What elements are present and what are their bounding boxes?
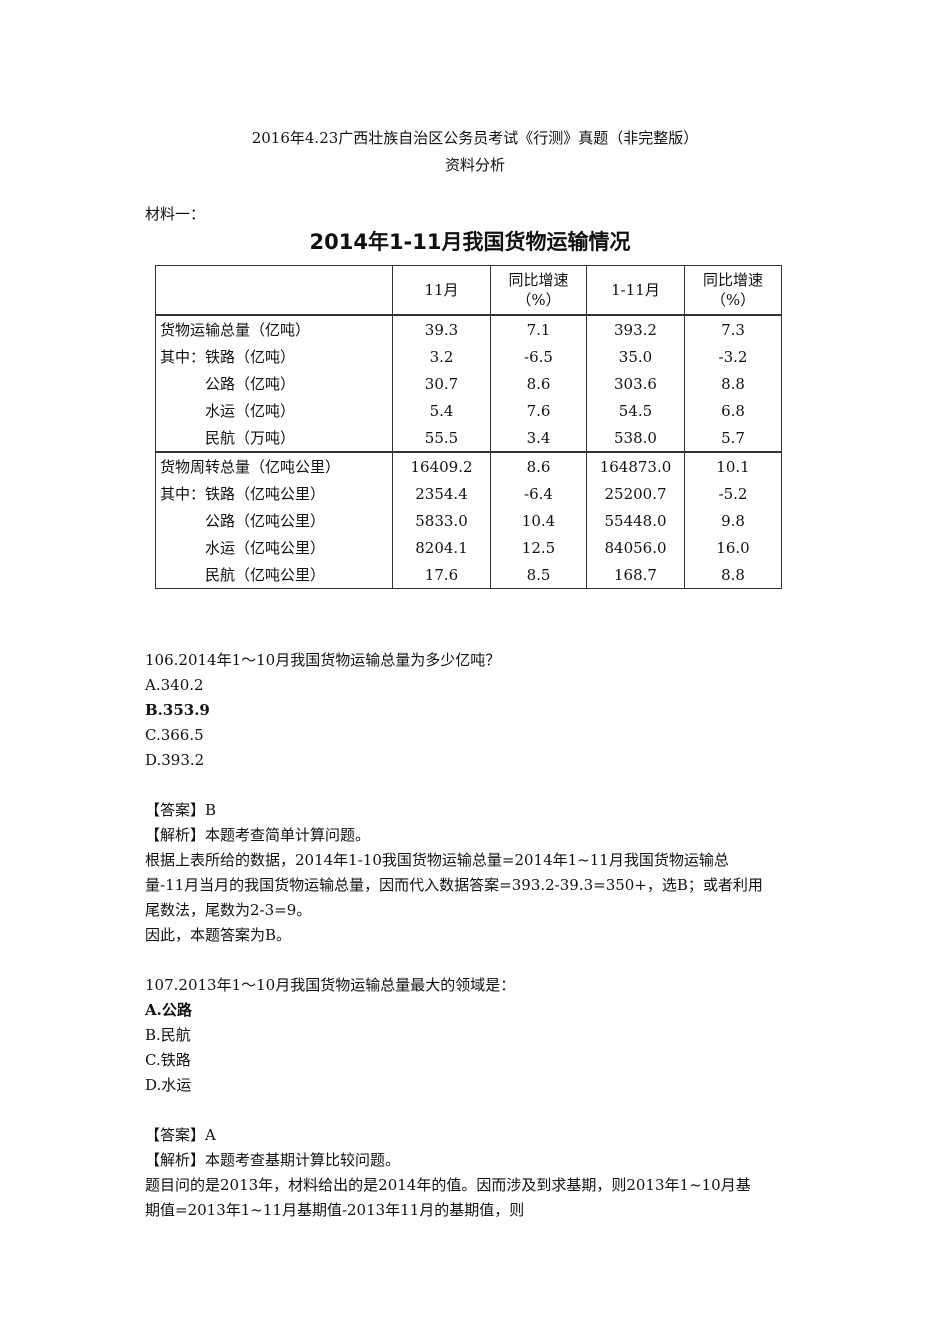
value-cell: 7.1 bbox=[490, 314, 587, 343]
table-row: 公路（亿吨） 30.7 8.6 303.6 8.8 bbox=[155, 370, 782, 397]
value-cell: 35.0 bbox=[586, 343, 685, 370]
analysis-line: 尾数法，尾数为2-3=9。 bbox=[145, 901, 312, 919]
header-cell: 同比增速（%） bbox=[490, 265, 587, 316]
value-cell: 10.4 bbox=[490, 507, 587, 534]
row-label: 水运（亿吨公里） bbox=[155, 534, 393, 561]
value-cell: 5.4 bbox=[392, 397, 491, 424]
value-cell: 9.8 bbox=[684, 507, 782, 534]
value-cell: 5.7 bbox=[684, 424, 782, 453]
value-cell: -6.4 bbox=[490, 480, 587, 507]
table-row: 货物运输总量（亿吨） 39.3 7.1 393.2 7.3 bbox=[155, 314, 782, 343]
value-cell: 84056.0 bbox=[586, 534, 685, 561]
value-cell: 55.5 bbox=[392, 424, 491, 453]
value-cell: -6.5 bbox=[490, 343, 587, 370]
row-label: 公路（亿吨） bbox=[155, 370, 393, 397]
analysis-line: 【解析】本题考查基期计算比较问题。 bbox=[145, 1151, 401, 1169]
analysis-line: 量-11月当月的我国货物运输总量，因而代入数据答案=393.2-39.3=350… bbox=[145, 876, 763, 894]
header-cell: 1-11月 bbox=[586, 265, 685, 316]
analysis-line: 【解析】本题考查简单计算问题。 bbox=[145, 826, 371, 844]
answer-option: D.393.2 bbox=[145, 751, 205, 769]
table-header-row: 11月 同比增速（%） 1-11月 同比增速（%） bbox=[155, 265, 782, 316]
table-row: 水运（亿吨） 5.4 7.6 54.5 6.8 bbox=[155, 397, 782, 424]
value-cell: 303.6 bbox=[586, 370, 685, 397]
value-cell: 39.3 bbox=[392, 314, 491, 343]
value-cell: -3.2 bbox=[684, 343, 782, 370]
answer-key: 【答案】A bbox=[145, 1126, 216, 1144]
table-row: 民航（万吨） 55.5 3.4 538.0 5.7 bbox=[155, 424, 782, 453]
table-row: 货物周转总量（亿吨公里） 16409.2 8.6 164873.0 10.1 bbox=[155, 451, 782, 480]
table-row: 其中：铁路（亿吨） 3.2 -6.5 35.0 -3.2 bbox=[155, 343, 782, 370]
analysis-line: 题目问的是2013年，材料给出的是2014年的值。因而涉及到求基期，则2013年… bbox=[145, 1176, 751, 1194]
value-cell: 30.7 bbox=[392, 370, 491, 397]
value-cell: 7.3 bbox=[684, 314, 782, 343]
row-label: 民航（亿吨公里） bbox=[155, 561, 393, 589]
table-row: 公路（亿吨公里） 5833.0 10.4 55448.0 9.8 bbox=[155, 507, 782, 534]
table-title: 2014年1-11月我国货物运输情况 bbox=[309, 230, 631, 254]
value-cell: 12.5 bbox=[490, 534, 587, 561]
answer-option: A.340.2 bbox=[145, 676, 204, 694]
value-cell: 10.1 bbox=[684, 451, 782, 480]
row-label: 货物周转总量（亿吨公里） bbox=[155, 451, 393, 480]
answer-option: B.353.9 bbox=[145, 701, 210, 719]
value-cell: 8.6 bbox=[490, 451, 587, 480]
value-cell: 168.7 bbox=[586, 561, 685, 589]
value-cell: 55448.0 bbox=[586, 507, 685, 534]
row-label: 其中：铁路（亿吨公里） bbox=[155, 480, 393, 507]
row-label: 水运（亿吨） bbox=[155, 397, 393, 424]
row-label: 民航（万吨） bbox=[155, 424, 393, 453]
answer-option: B.民航 bbox=[145, 1026, 191, 1044]
value-cell: 538.0 bbox=[586, 424, 685, 453]
value-cell: 2354.4 bbox=[392, 480, 491, 507]
row-label: 公路（亿吨公里） bbox=[155, 507, 393, 534]
row-label: 货物运输总量（亿吨） bbox=[155, 314, 393, 343]
answer-option: C.铁路 bbox=[145, 1051, 191, 1069]
header-cell bbox=[155, 265, 393, 316]
value-cell: 16409.2 bbox=[392, 451, 491, 480]
value-cell: 393.2 bbox=[586, 314, 685, 343]
analysis-line: 根据上表所给的数据，2014年1-10我国货物运输总量=2014年1~11月我国… bbox=[145, 851, 729, 869]
value-cell: 16.0 bbox=[684, 534, 782, 561]
analysis-line: 期值=2013年1~11月基期值-2013年11月的基期值，则 bbox=[145, 1201, 525, 1219]
document-subtitle: 资料分析 bbox=[444, 156, 505, 174]
value-cell: 8204.1 bbox=[392, 534, 491, 561]
value-cell: 164873.0 bbox=[586, 451, 685, 480]
value-cell: -5.2 bbox=[684, 480, 782, 507]
freight-table: 11月 同比增速（%） 1-11月 同比增速（%） 货物运输总量（亿吨） 39.3 7.1 3… bbox=[155, 265, 782, 589]
value-cell: 3.2 bbox=[392, 343, 491, 370]
value-cell: 54.5 bbox=[586, 397, 685, 424]
table-row: 水运（亿吨公里） 8204.1 12.5 84056.0 16.0 bbox=[155, 534, 782, 561]
header-cell: 同比增速（%） bbox=[684, 265, 782, 316]
value-cell: 3.4 bbox=[490, 424, 587, 453]
answer-key: 【答案】B bbox=[145, 801, 217, 819]
value-cell: 7.6 bbox=[490, 397, 587, 424]
document-title: 2016年4.23广西壮族自治区公务员考试《行测》真题（非完整版） bbox=[251, 129, 699, 147]
value-cell: 8.8 bbox=[684, 370, 782, 397]
value-cell: 17.6 bbox=[392, 561, 491, 589]
value-cell: 8.5 bbox=[490, 561, 587, 589]
answer-option: D.水运 bbox=[145, 1076, 192, 1094]
value-cell: 6.8 bbox=[684, 397, 782, 424]
answer-option: C.366.5 bbox=[145, 726, 204, 744]
table-row: 其中：铁路（亿吨公里） 2354.4 -6.4 25200.7 -5.2 bbox=[155, 480, 782, 507]
material-label: 材料一： bbox=[145, 205, 206, 223]
row-label: 其中：铁路（亿吨） bbox=[155, 343, 393, 370]
value-cell: 25200.7 bbox=[586, 480, 685, 507]
question-text: 106.2014年1～10月我国货物运输总量为多少亿吨？ bbox=[145, 651, 501, 669]
question-text: 107.2013年1～10月我国货物运输总量最大的领域是： bbox=[145, 976, 516, 994]
answer-option: A.公路 bbox=[145, 1001, 192, 1019]
value-cell: 8.6 bbox=[490, 370, 587, 397]
value-cell: 5833.0 bbox=[392, 507, 491, 534]
value-cell: 8.8 bbox=[684, 561, 782, 589]
header-cell: 11月 bbox=[392, 265, 491, 316]
analysis-line: 因此，本题答案为B。 bbox=[145, 926, 292, 944]
table-row: 民航（亿吨公里） 17.6 8.5 168.7 8.8 bbox=[155, 561, 782, 589]
